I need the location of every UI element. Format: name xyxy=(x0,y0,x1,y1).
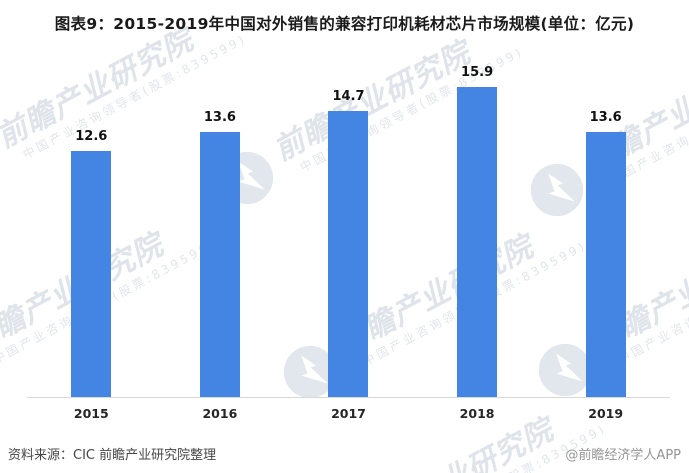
x-tick-2016: 2016 xyxy=(202,406,238,421)
credit-note: @前瞻经济学人APP xyxy=(565,448,681,463)
x-tick-2015: 2015 xyxy=(73,406,109,421)
bar-group-2019: 13.6 xyxy=(541,54,670,397)
x-tick-2018: 2018 xyxy=(459,406,495,421)
bar-value-label: 15.9 xyxy=(461,65,494,80)
bar-2019 xyxy=(585,132,626,397)
bar-2015 xyxy=(71,151,112,397)
bar-value-label: 12.6 xyxy=(75,129,108,144)
qianzhan-bird-logo xyxy=(0,127,8,203)
x-axis: 2015 2016 2017 2018 2019 xyxy=(27,398,670,421)
bar-group-2017: 14.7 xyxy=(284,54,413,397)
bar-plot-area: 12.6 13.6 14.7 15.9 13.6 xyxy=(27,54,670,398)
bar-value-label: 14.7 xyxy=(332,89,365,104)
chart-title: 图表9：2015-2019年中国对外销售的兼容打印机耗材芯片市场规模(单位：亿元… xyxy=(54,15,635,33)
bar-2016 xyxy=(199,132,240,397)
x-tick-2017: 2017 xyxy=(331,406,366,421)
bar-value-label: 13.6 xyxy=(589,110,622,125)
bar-group-2016: 13.6 xyxy=(156,54,285,397)
bar-value-label: 13.6 xyxy=(203,110,236,125)
bar-group-2015: 12.6 xyxy=(27,54,156,397)
x-tick-2019: 2019 xyxy=(588,406,624,421)
bar-group-2018: 15.9 xyxy=(413,54,542,397)
bar-2018 xyxy=(457,87,498,397)
bar-2017 xyxy=(328,111,369,397)
source-note: 资料来源：CIC 前瞻产业研究院整理 xyxy=(8,448,217,463)
